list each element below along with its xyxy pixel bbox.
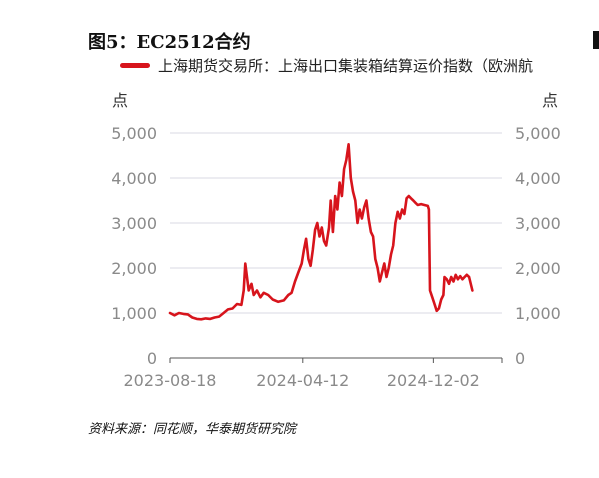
y-tick-label-left: 0 <box>147 349 157 368</box>
y-axis-unit-right: 点 <box>542 91 559 110</box>
cropped-marker <box>593 31 599 49</box>
y-tick-label-left: 2,000 <box>111 259 157 278</box>
y-tick-label-left: 4,000 <box>111 169 157 188</box>
y-tick-label-left: 1,000 <box>111 304 157 323</box>
x-axis: 2023-08-18 2024-04-12 2024-12-02 <box>124 357 503 390</box>
legend: 上海期货交易所：上海出口集装箱结算运价指数（欧洲航 <box>120 55 533 76</box>
x-tick-label: 2023-08-18 <box>124 371 217 390</box>
series-group <box>168 143 474 321</box>
y-tick-label-right: 4,000 <box>515 169 561 188</box>
chart-title: 图5：EC2512合约 <box>88 32 251 53</box>
y-tick-label-right: 0 <box>515 349 525 368</box>
series-line <box>168 143 474 321</box>
y-axis-right: 0 1,000 2,000 3,000 4,000 5,000 <box>515 124 561 368</box>
y-tick-label-right: 1,000 <box>515 304 561 323</box>
y-axis-left: 0 1,000 2,000 3,000 4,000 5,000 <box>111 124 157 368</box>
y-tick-label-right: 5,000 <box>515 124 561 143</box>
grid-lines <box>170 132 502 314</box>
legend-label: 上海期货交易所：上海出口集装箱结算运价指数（欧洲航 <box>158 57 534 75</box>
source-note: 资料来源：同花顺，华泰期货研究院 <box>88 422 297 437</box>
x-tick-label: 2024-04-12 <box>256 371 349 390</box>
legend-swatch <box>120 63 150 68</box>
y-tick-label-right: 3,000 <box>515 214 561 233</box>
x-tick-label: 2024-12-02 <box>387 371 480 390</box>
y-tick-label-left: 3,000 <box>111 214 157 233</box>
y-tick-label-left: 5,000 <box>111 124 157 143</box>
y-tick-label-right: 2,000 <box>515 259 561 278</box>
y-axis-unit-left: 点 <box>112 91 129 110</box>
